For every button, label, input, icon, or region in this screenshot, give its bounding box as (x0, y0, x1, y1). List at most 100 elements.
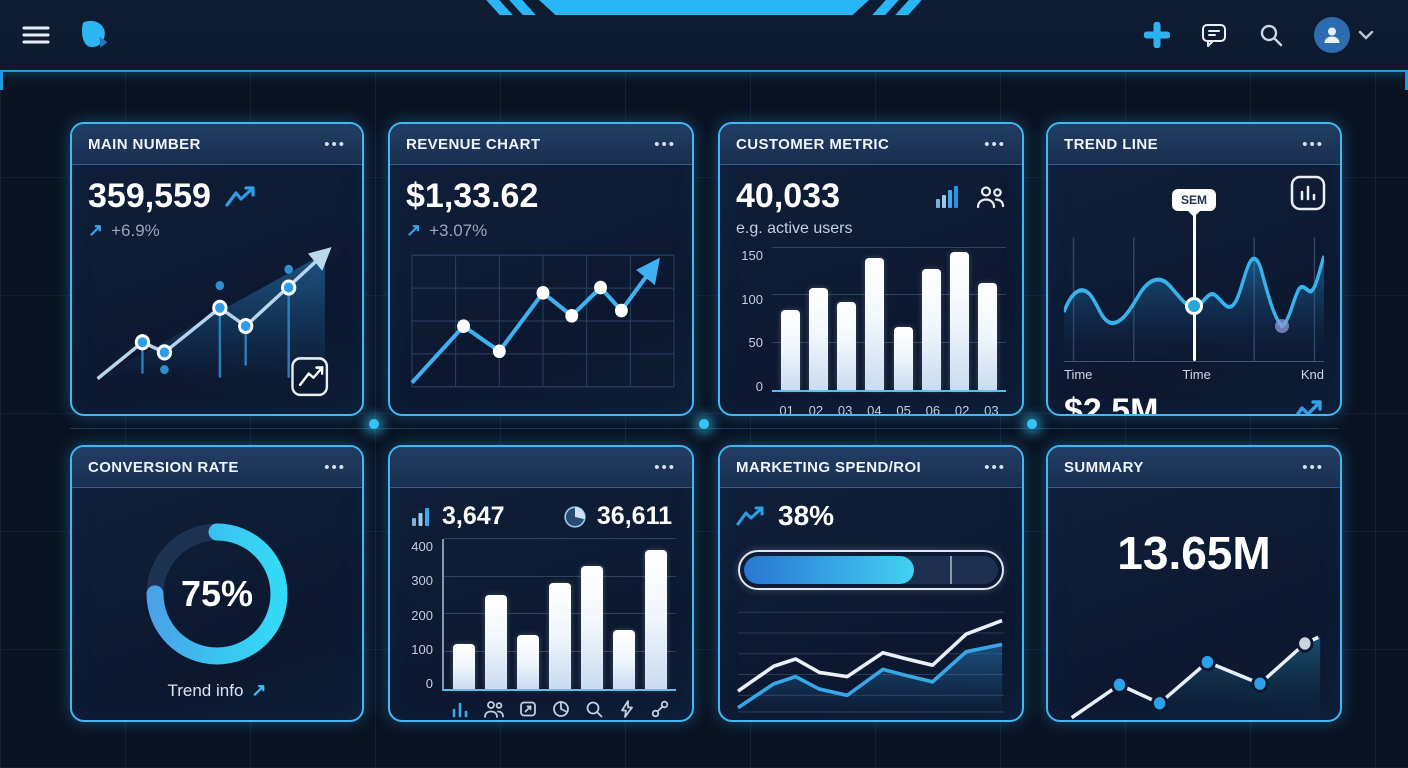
bar (645, 549, 667, 689)
card-header: MARKETING SPEND/ROI ••• (720, 447, 1022, 488)
customer-subtitle: e.g. active users (736, 220, 853, 238)
card-menu-button[interactable]: ••• (984, 458, 1006, 476)
customer-bar-chart: 150 100 50 0 01 02 03 04 05 06 02 03 (736, 247, 1006, 414)
x-label: Time (1182, 367, 1211, 382)
x-label: Knd (1300, 367, 1324, 382)
glow-node (369, 419, 379, 429)
data-point-marker (1185, 297, 1203, 316)
trending-up-icon (225, 185, 255, 207)
summary-value: 13.65M (1117, 527, 1271, 579)
progress-track (744, 556, 998, 584)
bar-chart-icon (452, 702, 468, 718)
card-header: ••• (390, 447, 692, 488)
donut-percent: 75% (180, 573, 254, 614)
add-button[interactable] (1144, 22, 1170, 48)
card-menu-button[interactable]: ••• (1302, 135, 1324, 153)
edge-accent-right (1405, 70, 1408, 90)
summary-line-chart (1070, 634, 1321, 720)
trend-info-link[interactable]: Trend info ↗ (167, 680, 266, 701)
search-icon (586, 701, 603, 718)
users-tool-button[interactable] (483, 699, 505, 719)
bar-chart-icon (412, 507, 429, 526)
bar (837, 302, 857, 391)
card-menu-button[interactable]: ••• (984, 135, 1006, 153)
bolt-tool-button[interactable] (617, 699, 637, 719)
hamburger-menu-button[interactable] (22, 24, 50, 46)
activity-bar-chart: 400 300 200 100 0 (406, 538, 676, 691)
link-tool-button[interactable] (650, 699, 670, 719)
search-icon (1260, 24, 1283, 47)
marketing-percent: 38% (778, 500, 835, 531)
bar (613, 629, 635, 689)
search-button[interactable] (1258, 22, 1284, 48)
search-tool-button[interactable] (584, 699, 604, 719)
progress-fill (744, 556, 915, 584)
card-menu-button[interactable]: ••• (324, 135, 346, 153)
trending-up-icon (1295, 399, 1322, 414)
glow-node (1027, 419, 1037, 429)
chevron-down-icon (1358, 30, 1374, 40)
trend-chart-area: SEM (1062, 189, 1326, 362)
bar (893, 326, 913, 391)
delta-value: +3.07% (429, 220, 488, 240)
card-header: REVENUE CHART ••• (390, 124, 692, 165)
messages-button[interactable] (1200, 22, 1228, 48)
card-menu-button[interactable]: ••• (654, 135, 676, 153)
stat-pie: 36,611 (563, 502, 672, 531)
arrow-up-right-icon: ↗ (251, 680, 267, 700)
export-tool-button[interactable] (518, 699, 538, 719)
chat-icon (1202, 24, 1226, 47)
card-header: CONVERSION RATE ••• (72, 447, 362, 488)
card-title: CUSTOMER METRIC (736, 135, 890, 153)
main-number-sparkline (96, 247, 332, 397)
account-menu[interactable] (1314, 17, 1374, 53)
chart-toolbar (406, 691, 676, 719)
top-notch-decoration (486, 0, 922, 18)
expand-trend-button[interactable] (291, 357, 329, 397)
marketing-line-chart (737, 611, 1005, 714)
card-menu-button[interactable]: ••• (1302, 458, 1324, 476)
delta-row: ↗ +6.9% (88, 220, 346, 241)
bar (978, 283, 998, 391)
bar (581, 566, 603, 689)
bar-chart-tool-button[interactable] (450, 699, 470, 719)
card-title: TREND LINE (1064, 135, 1158, 153)
card-trend-line: TREND LINE ••• (1046, 122, 1342, 416)
card-menu-button[interactable]: ••• (654, 458, 676, 476)
bar (921, 268, 941, 391)
bar-chart-icon (936, 185, 958, 208)
users-icon (484, 701, 504, 718)
avatar (1314, 17, 1350, 53)
trend-info-label: Trend info (167, 680, 244, 700)
card-summary: SUMMARY ••• 13.65M (1046, 445, 1342, 722)
bar (485, 595, 507, 689)
card-header: TREND LINE ••• (1048, 124, 1340, 165)
revenue-line-chart (410, 254, 675, 388)
pie-chart-icon (564, 505, 586, 528)
card-title: SUMMARY (1064, 458, 1144, 476)
data-point-marker-faint (1274, 319, 1289, 333)
arrow-box-icon (520, 701, 536, 717)
bar (549, 582, 571, 689)
revenue-value: $1,33.62 (406, 177, 539, 215)
card-customer-metric: CUSTOMER METRIC ••• 40,033 e.g. active u… (718, 122, 1024, 416)
card-title: MARKETING SPEND/ROI (736, 458, 922, 476)
card-main-number: MAIN NUMBER ••• 359,559 ↗ +6.9% (70, 122, 364, 416)
card-activity: ••• 3,647 36,611 400 300 200 100 0 (388, 445, 694, 722)
pie-tool-button[interactable] (551, 699, 571, 719)
plus-icon (1144, 22, 1170, 48)
chart-type-button[interactable] (1290, 175, 1326, 216)
arrow-up-right-icon: ↗ (406, 220, 422, 241)
x-axis-labels: Time Time Knd (1064, 367, 1324, 382)
glow-node (699, 419, 709, 429)
users-icon (976, 185, 1005, 208)
link-icon (651, 700, 669, 718)
delta-value: +6.9% (111, 220, 160, 240)
card-menu-button[interactable]: ••• (324, 458, 346, 476)
card-marketing: MARKETING SPEND/ROI ••• 38% (718, 445, 1024, 722)
edge-accent-left (0, 70, 3, 90)
x-label: Time (1064, 367, 1093, 382)
logo-icon (82, 20, 108, 48)
card-title: REVENUE CHART (406, 135, 541, 153)
brand-logo[interactable] (76, 17, 112, 53)
